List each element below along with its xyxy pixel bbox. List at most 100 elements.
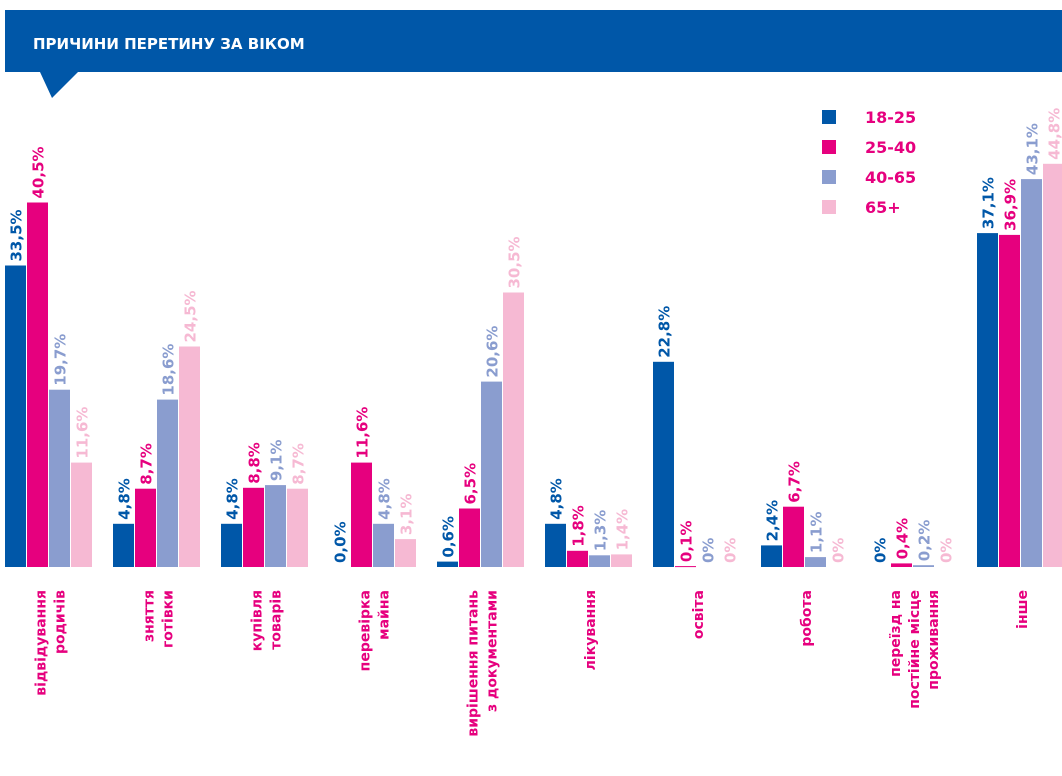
value-label: 4,8% bbox=[224, 478, 242, 520]
value-label: 24,5% bbox=[182, 290, 200, 342]
header-band bbox=[5, 10, 1062, 72]
bar bbox=[243, 487, 264, 567]
legend-label: 40-65 bbox=[865, 168, 916, 187]
value-label: 22,8% bbox=[656, 306, 674, 358]
bar bbox=[27, 202, 48, 567]
bar bbox=[179, 346, 200, 567]
value-label: 6,5% bbox=[462, 463, 480, 505]
value-label: 30,5% bbox=[506, 236, 524, 288]
legend-label: 65+ bbox=[865, 198, 901, 217]
category-label: вирішення питань bbox=[466, 590, 482, 737]
value-label: 36,9% bbox=[1002, 179, 1020, 231]
header-pointer bbox=[40, 72, 78, 98]
bar bbox=[761, 545, 782, 567]
bar bbox=[567, 550, 588, 567]
value-label: 19,7% bbox=[52, 334, 70, 386]
legend-label: 25-40 bbox=[865, 138, 916, 157]
value-label: 1,8% bbox=[570, 505, 588, 547]
category-label: інше bbox=[1015, 590, 1031, 629]
bar bbox=[437, 561, 458, 567]
bar bbox=[135, 488, 156, 567]
value-label: 0% bbox=[830, 538, 848, 563]
value-label: 44,8% bbox=[1046, 108, 1062, 160]
value-label: 4,8% bbox=[548, 478, 566, 520]
category-label: лікування bbox=[583, 590, 599, 670]
value-label: 1,1% bbox=[808, 511, 826, 553]
chart-title: ПРИЧИНИ ПЕРЕТИНУ ЗА ВІКОМ bbox=[33, 35, 305, 53]
category-label: проживання bbox=[926, 590, 942, 690]
value-label: 40,5% bbox=[30, 146, 48, 198]
legend-swatch bbox=[822, 140, 836, 154]
bar bbox=[49, 389, 70, 567]
category-label: майна bbox=[377, 590, 393, 640]
category-label: родичів bbox=[53, 590, 69, 654]
bar bbox=[503, 292, 524, 567]
bar bbox=[589, 555, 610, 567]
bar bbox=[265, 485, 286, 567]
value-label: 8,8% bbox=[246, 442, 264, 484]
value-label: 1,3% bbox=[592, 510, 610, 552]
bar bbox=[459, 508, 480, 567]
value-label: 2,4% bbox=[764, 500, 782, 542]
category-label: робота bbox=[799, 590, 815, 647]
bar bbox=[999, 234, 1020, 567]
value-label: 11,6% bbox=[354, 407, 372, 459]
bar bbox=[611, 554, 632, 567]
bar bbox=[653, 361, 674, 567]
bar bbox=[481, 381, 502, 567]
bar bbox=[373, 523, 394, 567]
legend-label: 18-25 bbox=[865, 108, 916, 127]
value-label: 6,7% bbox=[786, 461, 804, 503]
value-label: 9,1% bbox=[268, 439, 286, 481]
value-label: 20,6% bbox=[484, 326, 502, 378]
category-label: готівки bbox=[161, 590, 177, 648]
legend-swatch bbox=[822, 200, 836, 214]
value-label: 4,8% bbox=[376, 478, 394, 520]
bar bbox=[395, 539, 416, 567]
bar bbox=[545, 523, 566, 567]
bar bbox=[71, 462, 92, 567]
bar bbox=[5, 265, 26, 567]
bar bbox=[977, 233, 998, 567]
bar bbox=[287, 488, 308, 567]
bar bbox=[783, 506, 804, 567]
value-label: 8,7% bbox=[290, 443, 308, 485]
bar bbox=[1043, 163, 1062, 568]
value-label: 0% bbox=[722, 538, 740, 563]
bar bbox=[891, 563, 912, 567]
value-label: 33,5% bbox=[8, 209, 26, 261]
bar bbox=[157, 399, 178, 567]
category-label: переїзд на bbox=[888, 590, 904, 677]
value-label: 37,1% bbox=[980, 177, 998, 229]
value-label: 0,1% bbox=[678, 520, 696, 562]
value-label: 1,4% bbox=[614, 509, 632, 551]
bar bbox=[1021, 179, 1042, 567]
category-label: з документами bbox=[485, 590, 501, 712]
value-label: 0,0% bbox=[332, 521, 350, 563]
value-label: 3,1% bbox=[398, 493, 416, 535]
bar bbox=[113, 523, 134, 567]
bar bbox=[913, 565, 934, 567]
legend-swatch bbox=[822, 170, 836, 184]
category-label: перевірка bbox=[358, 590, 374, 671]
value-label: 0% bbox=[700, 538, 718, 563]
value-label: 4,8% bbox=[116, 478, 134, 520]
value-label: 0% bbox=[938, 538, 956, 563]
value-label: 8,7% bbox=[138, 443, 156, 485]
category-label: відвідування bbox=[34, 590, 50, 696]
value-label: 0,4% bbox=[894, 518, 912, 560]
category-label: купівля bbox=[250, 590, 266, 651]
category-label: освіта bbox=[691, 590, 707, 639]
value-label: 18,6% bbox=[160, 344, 178, 396]
value-label: 43,1% bbox=[1024, 123, 1042, 175]
value-label: 0,6% bbox=[440, 516, 458, 558]
category-label: товарів bbox=[269, 590, 285, 650]
bar bbox=[675, 566, 696, 568]
value-label: 11,6% bbox=[74, 407, 92, 459]
value-label: 0% bbox=[872, 538, 890, 563]
category-label: постійне місце bbox=[907, 590, 923, 709]
bar bbox=[221, 523, 242, 567]
legend-swatch bbox=[822, 110, 836, 124]
bar bbox=[351, 462, 372, 567]
